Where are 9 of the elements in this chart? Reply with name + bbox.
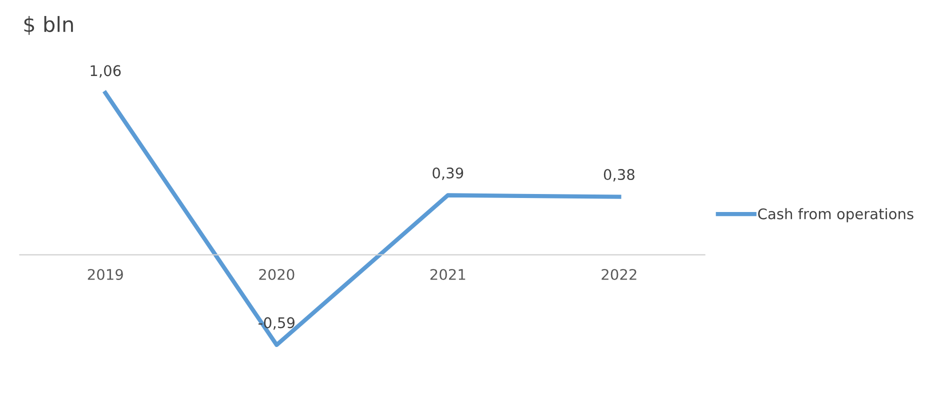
data-label: 0,38 <box>604 169 634 182</box>
legend-label: Cash from operations <box>758 208 914 222</box>
x-tick-label: 2021 <box>430 268 466 280</box>
x-tick-label: 2019 <box>88 268 123 280</box>
x-tick-label: 2020 <box>259 268 294 280</box>
x-tick-label: 2022 <box>602 268 636 280</box>
y-axis-title: $ bln <box>24 16 73 35</box>
data-label: 1,06 <box>90 65 121 78</box>
data-label: 0,39 <box>432 168 464 180</box>
